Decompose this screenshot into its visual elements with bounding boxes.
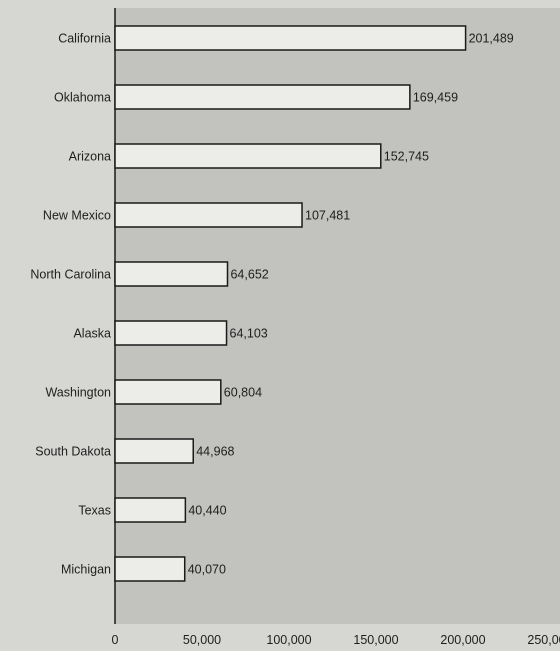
value-label: 169,459 [413, 91, 458, 105]
category-label: South Dakota [35, 445, 111, 459]
value-label: 64,652 [230, 268, 268, 282]
bar [114, 438, 194, 464]
x-tick-label: 50,000 [183, 633, 221, 647]
plot-area [115, 8, 560, 624]
bar [114, 261, 229, 287]
bar [114, 143, 382, 169]
category-label: Texas [78, 504, 111, 518]
category-label: Washington [45, 386, 111, 400]
value-label: 40,440 [188, 504, 226, 518]
x-tick-label: 0 [112, 633, 119, 647]
bar [114, 202, 303, 228]
value-label: 107,481 [305, 209, 350, 223]
category-label: North Carolina [30, 268, 111, 282]
category-label: Oklahoma [54, 91, 111, 105]
value-label: 64,103 [230, 327, 268, 341]
x-tick-label: 250,000 [527, 633, 560, 647]
value-label: 201,489 [469, 32, 514, 46]
x-tick-label: 100,000 [266, 633, 311, 647]
x-tick-label: 150,000 [353, 633, 398, 647]
bar [114, 320, 228, 346]
category-label: Arizona [69, 150, 111, 164]
category-label: New Mexico [43, 209, 111, 223]
value-label: 44,968 [196, 445, 234, 459]
x-tick-label: 200,000 [440, 633, 485, 647]
category-label: Michigan [61, 563, 111, 577]
value-label: 60,804 [224, 386, 262, 400]
category-label: Alaska [73, 327, 111, 341]
value-label: 152,745 [384, 150, 429, 164]
bar [114, 84, 411, 110]
bar [114, 556, 186, 582]
category-label: California [58, 32, 111, 46]
value-label: 40,070 [188, 563, 226, 577]
bar [114, 25, 467, 51]
bar [114, 497, 187, 523]
bar [114, 379, 222, 405]
